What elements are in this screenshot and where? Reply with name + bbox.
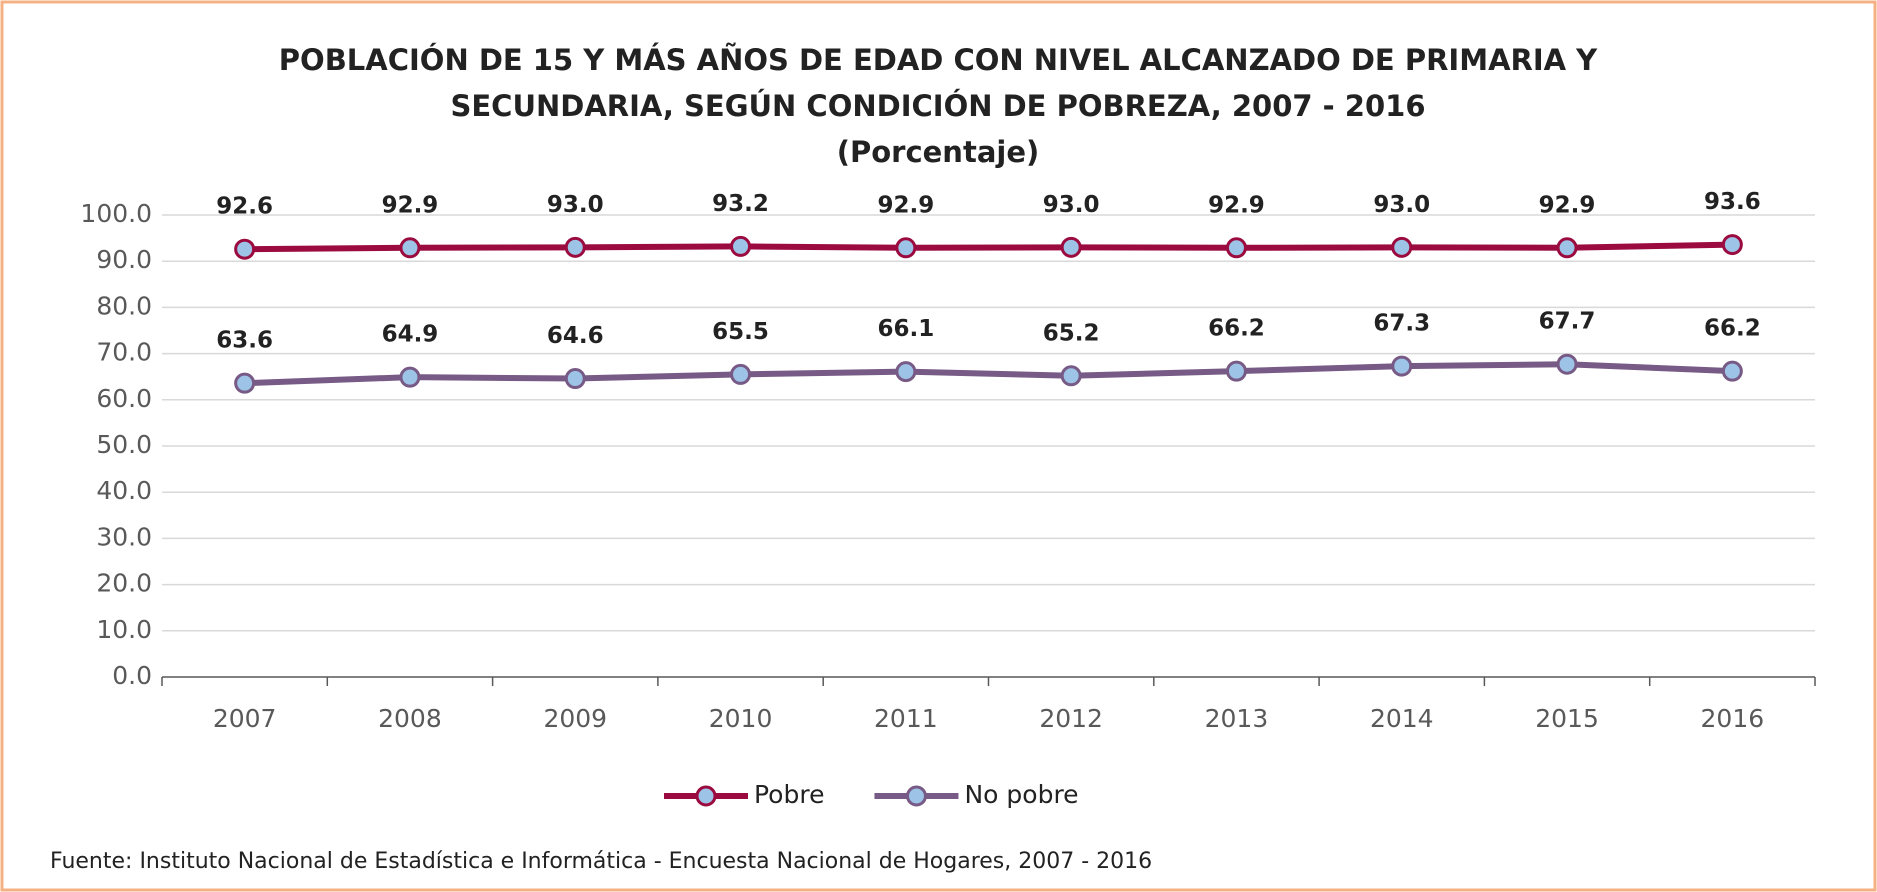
point xyxy=(1391,355,1413,377)
legend-label: No pobre xyxy=(964,780,1078,809)
point xyxy=(234,372,256,394)
x-tick-label: 2010 xyxy=(709,704,773,733)
point xyxy=(1060,236,1082,258)
data-label: 93.0 xyxy=(1043,192,1100,218)
data-label: 66.2 xyxy=(1208,316,1265,342)
data-label: 64.6 xyxy=(547,323,604,349)
chart-title: POBLACIÓN DE 15 Y MÁS AÑOS DE EDAD CON N… xyxy=(279,43,1598,77)
point xyxy=(564,368,586,390)
point xyxy=(399,366,421,388)
data-label: 64.9 xyxy=(382,322,439,348)
x-tick-label: 2007 xyxy=(213,704,277,733)
data-label: 92.9 xyxy=(1539,192,1596,218)
data-label: 93.2 xyxy=(712,191,769,217)
y-tick-label: 70.0 xyxy=(96,338,152,367)
data-label: 92.9 xyxy=(1208,192,1265,218)
x-tick-label: 2012 xyxy=(1039,704,1103,733)
y-tick-label: 20.0 xyxy=(96,569,152,598)
y-tick-label: 80.0 xyxy=(96,291,152,320)
data-label: 67.3 xyxy=(1373,311,1430,337)
point xyxy=(1556,237,1578,259)
y-tick-label: 10.0 xyxy=(96,615,152,644)
x-tick-label: 2008 xyxy=(378,704,442,733)
x-tick-label: 2013 xyxy=(1205,704,1269,733)
x-tick-label: 2015 xyxy=(1535,704,1599,733)
legend-marker xyxy=(695,785,717,807)
series-line xyxy=(244,361,1733,387)
data-label: 65.5 xyxy=(712,319,769,345)
data-label: 92.6 xyxy=(216,194,273,220)
point xyxy=(730,235,752,257)
legend-marker xyxy=(905,785,927,807)
data-label: 93.6 xyxy=(1704,189,1761,215)
x-tick-label: 2011 xyxy=(874,704,938,733)
point xyxy=(234,238,256,260)
point xyxy=(1225,237,1247,259)
point xyxy=(1060,365,1082,387)
series-line xyxy=(244,241,1733,253)
point xyxy=(730,363,752,385)
point xyxy=(1556,353,1578,375)
data-label: 92.9 xyxy=(382,192,439,218)
y-tick-label: 0.0 xyxy=(112,661,152,690)
y-tick-label: 100.0 xyxy=(80,199,152,228)
y-tick-label: 30.0 xyxy=(96,522,152,551)
y-tick-label: 50.0 xyxy=(96,430,152,459)
y-tick-label: 60.0 xyxy=(96,384,152,413)
point xyxy=(1391,236,1413,258)
point xyxy=(399,237,421,259)
point xyxy=(1225,360,1247,382)
data-label: 67.7 xyxy=(1539,309,1596,335)
data-label: 66.1 xyxy=(877,316,934,342)
point xyxy=(564,236,586,258)
chart-title: SECUNDARIA, SEGÚN CONDICIÓN DE POBREZA, … xyxy=(450,89,1425,123)
point xyxy=(895,237,917,259)
data-label: 92.9 xyxy=(877,192,934,218)
data-label: 65.2 xyxy=(1043,320,1100,346)
chart-subtitle: (Porcentaje) xyxy=(837,135,1040,169)
data-label: 93.0 xyxy=(1373,192,1430,218)
data-label: 93.0 xyxy=(547,192,604,218)
legend-label: Pobre xyxy=(754,780,824,809)
point xyxy=(1721,360,1743,382)
point xyxy=(895,361,917,383)
y-tick-label: 40.0 xyxy=(96,476,152,505)
y-tick-label: 90.0 xyxy=(96,245,152,274)
x-tick-label: 2009 xyxy=(543,704,607,733)
x-tick-label: 2016 xyxy=(1701,704,1765,733)
point xyxy=(1721,234,1743,256)
data-label: 66.2 xyxy=(1704,316,1761,342)
data-label: 63.6 xyxy=(216,328,273,354)
source-note: Fuente: Instituto Nacional de Estadístic… xyxy=(50,849,1152,874)
x-tick-label: 2014 xyxy=(1370,704,1434,733)
